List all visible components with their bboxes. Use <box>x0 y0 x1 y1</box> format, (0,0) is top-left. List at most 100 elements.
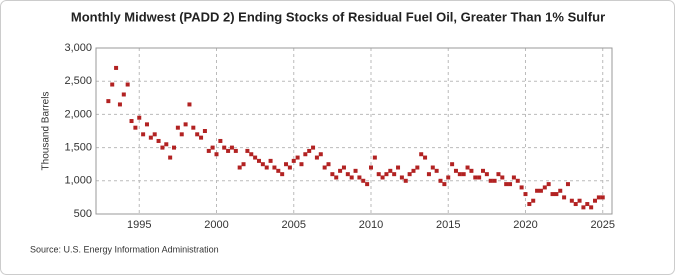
point <box>531 198 536 203</box>
point <box>280 172 285 177</box>
point <box>349 175 354 180</box>
point <box>199 135 204 140</box>
point <box>380 175 385 180</box>
point <box>388 168 393 173</box>
point <box>565 182 570 187</box>
point <box>272 165 277 170</box>
point <box>481 168 485 173</box>
point <box>129 119 134 124</box>
point <box>168 155 173 160</box>
point <box>399 175 404 180</box>
point <box>365 182 370 187</box>
point <box>434 168 439 173</box>
point <box>241 162 246 167</box>
point <box>419 152 424 157</box>
point <box>110 82 115 87</box>
point <box>554 192 559 197</box>
y-tick-label: 2,500 <box>64 75 92 87</box>
point <box>218 138 223 143</box>
point <box>191 125 196 130</box>
point <box>307 148 312 153</box>
point <box>407 172 412 177</box>
point <box>376 172 381 177</box>
point <box>473 175 478 180</box>
point <box>322 165 327 170</box>
x-tick-label: 2010 <box>359 219 383 231</box>
point <box>152 132 157 137</box>
point <box>527 202 532 207</box>
point <box>396 165 401 170</box>
point <box>430 165 435 170</box>
point <box>133 125 138 130</box>
point <box>284 162 289 167</box>
point <box>457 172 462 177</box>
point <box>160 145 165 150</box>
point <box>453 168 458 173</box>
point <box>187 102 192 107</box>
point <box>357 175 362 180</box>
point <box>446 175 451 180</box>
point <box>384 172 389 177</box>
point <box>287 165 292 170</box>
point <box>210 145 215 150</box>
point <box>426 172 431 177</box>
point <box>577 198 582 203</box>
point <box>573 202 578 207</box>
point <box>515 178 520 183</box>
point <box>334 175 339 180</box>
point <box>465 165 470 170</box>
point <box>164 142 169 147</box>
point <box>411 168 416 173</box>
point <box>226 148 231 153</box>
point <box>438 178 443 183</box>
point <box>183 122 188 127</box>
point <box>291 158 296 163</box>
point <box>589 205 594 210</box>
point <box>125 82 130 87</box>
point <box>311 145 316 150</box>
point <box>299 162 304 167</box>
point <box>148 135 153 140</box>
point <box>423 155 428 160</box>
point <box>508 182 513 187</box>
point <box>345 172 350 177</box>
point <box>415 165 420 170</box>
point <box>276 168 281 173</box>
y-tick-label: 1,500 <box>64 142 92 154</box>
point <box>581 205 586 210</box>
point <box>488 178 493 183</box>
point <box>492 178 497 183</box>
point <box>260 162 265 167</box>
point <box>121 92 126 97</box>
point <box>264 165 269 170</box>
point <box>535 188 540 193</box>
point <box>137 115 142 120</box>
x-tick-label: 2025 <box>590 219 614 231</box>
x-tick-label: 2015 <box>436 219 460 231</box>
point <box>233 148 238 153</box>
point <box>237 165 242 170</box>
point <box>403 178 408 183</box>
point <box>542 185 547 190</box>
point <box>326 162 331 167</box>
point <box>500 175 505 180</box>
point <box>253 155 258 160</box>
point <box>523 192 528 197</box>
point <box>172 145 177 150</box>
y-tick-label: 2,000 <box>64 108 92 120</box>
point <box>106 99 111 104</box>
point <box>318 152 323 157</box>
point <box>179 132 184 137</box>
point <box>206 148 211 153</box>
y-tick-label: 3,000 <box>64 42 92 54</box>
x-tick-label: 1995 <box>127 219 151 231</box>
point <box>175 125 180 130</box>
point <box>596 195 601 200</box>
point <box>195 132 200 137</box>
point <box>330 172 335 177</box>
point <box>504 182 509 187</box>
point <box>372 155 377 160</box>
point <box>117 102 122 107</box>
